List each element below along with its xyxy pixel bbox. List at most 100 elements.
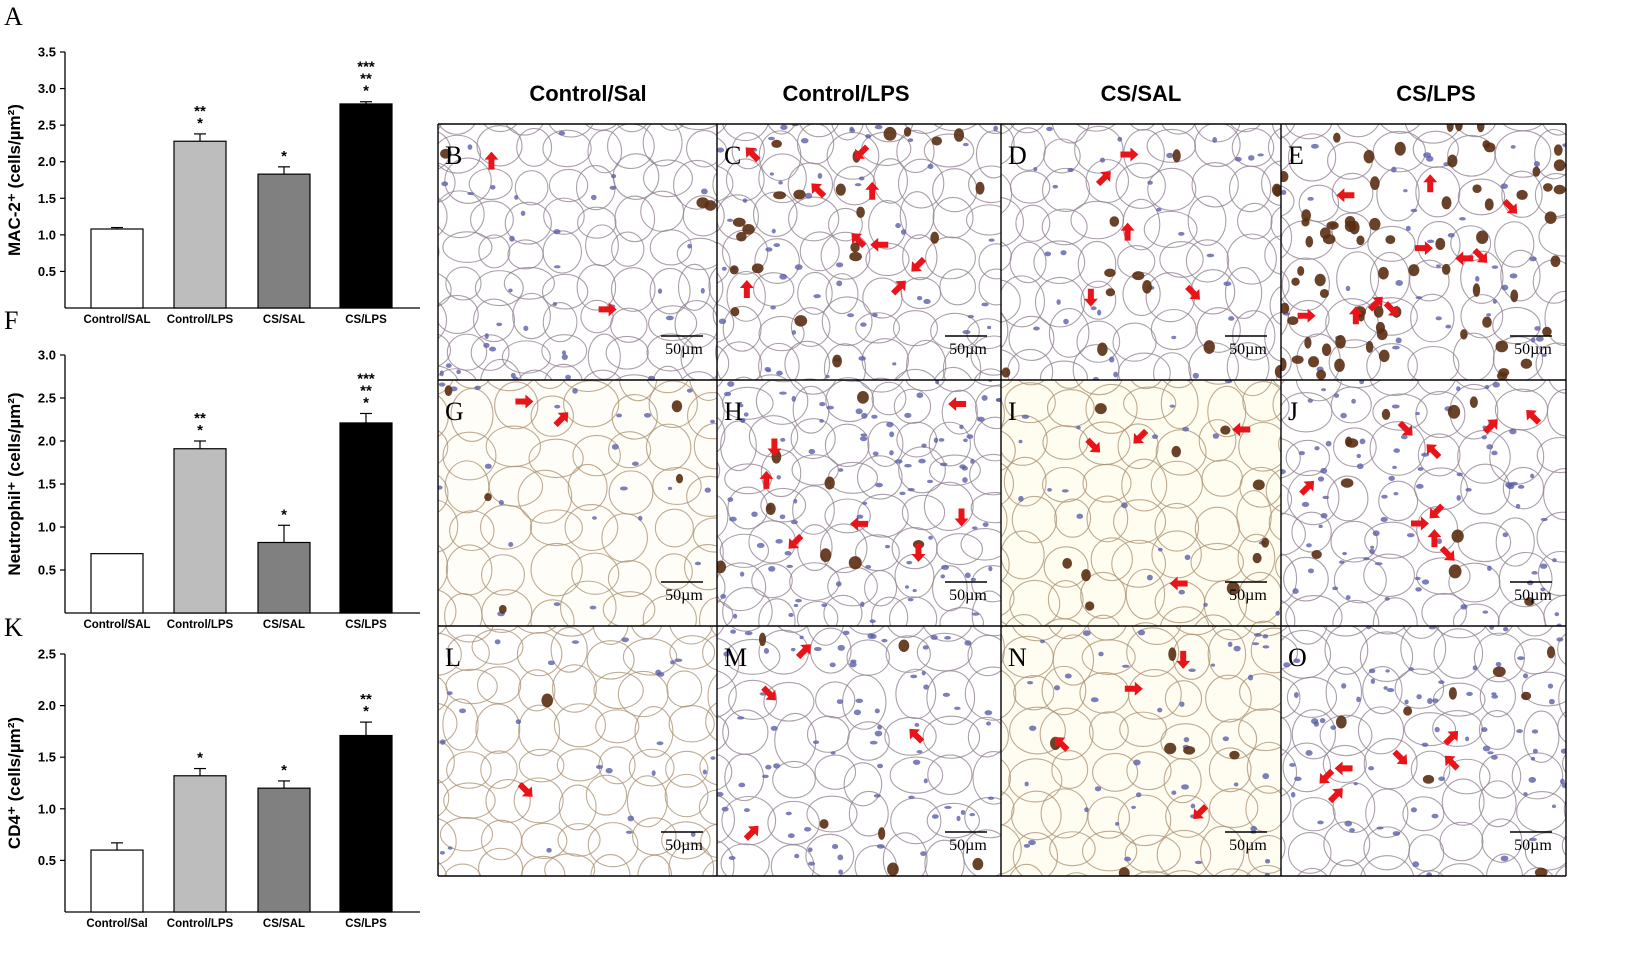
nucleus — [1353, 782, 1358, 786]
alveolar-wall — [438, 301, 448, 340]
alveolar-wall — [717, 460, 721, 481]
nucleus — [690, 831, 696, 837]
tissue-texture — [438, 380, 717, 626]
nucleus — [553, 265, 561, 269]
nucleus — [721, 806, 729, 812]
bar — [339, 103, 393, 309]
nucleus — [793, 603, 799, 608]
alveolar-wall — [542, 302, 578, 343]
stained-cell — [1261, 537, 1270, 548]
nucleus — [1540, 587, 1546, 592]
alveolar-wall — [1001, 530, 1045, 580]
alveolar-wall — [669, 635, 716, 670]
arrow-shape — [1085, 437, 1101, 453]
alveolar-wall — [474, 270, 524, 307]
nucleus — [1257, 153, 1264, 157]
nucleus — [611, 443, 619, 450]
nucleus — [1319, 717, 1326, 724]
stained-cell — [1543, 183, 1553, 192]
alveolar-wall — [1287, 133, 1337, 182]
micrograph-background — [717, 380, 1001, 626]
alveolar-wall — [1404, 124, 1462, 144]
alveolar-wall — [873, 158, 908, 204]
alveolar-wall — [482, 124, 518, 133]
stained-cell — [903, 126, 912, 137]
significance-marker: * — [363, 703, 369, 720]
arrow-shape — [1443, 730, 1459, 746]
nucleus — [651, 770, 656, 776]
alveolar-wall — [1362, 666, 1403, 715]
alveolar-wall — [901, 494, 946, 531]
alveolar-wall — [514, 170, 549, 206]
nucleus — [944, 805, 952, 809]
nucleus — [1380, 516, 1388, 523]
nucleus — [483, 342, 490, 348]
stained-cell — [1534, 867, 1548, 876]
alveolar-wall — [1478, 709, 1516, 750]
tissue-texture — [717, 380, 1001, 626]
stained-cell — [1132, 271, 1145, 281]
alveolar-wall — [1286, 676, 1338, 718]
alveolar-wall — [848, 790, 889, 837]
alveolar-wall — [1001, 430, 1016, 471]
stained-cell — [883, 126, 897, 141]
nucleus — [1094, 786, 1102, 792]
stained-cell — [1287, 316, 1299, 325]
stained-cell — [832, 354, 842, 368]
alveolar-wall — [717, 794, 736, 844]
arrow-shape — [948, 396, 967, 411]
significance-marker: * — [281, 148, 287, 165]
nucleus — [1416, 694, 1422, 700]
stained-cell — [1520, 358, 1533, 369]
alveolar-wall — [564, 504, 619, 552]
alveolar-wall — [1126, 751, 1172, 791]
significance-marker: ** — [360, 691, 372, 708]
alveolar-wall — [1268, 503, 1281, 541]
nucleus — [509, 235, 515, 242]
nucleus — [1223, 281, 1232, 287]
alveolar-wall — [893, 368, 937, 380]
alveolar-wall — [1015, 204, 1051, 242]
nucleus — [595, 764, 603, 770]
arrow-marker — [891, 280, 906, 296]
nucleus — [870, 633, 877, 639]
alveolar-wall — [1242, 381, 1281, 422]
alveolar-wall — [882, 832, 928, 876]
alveolar-wall — [1087, 796, 1131, 839]
arrow-shape — [1120, 222, 1135, 241]
nucleus — [1117, 136, 1123, 142]
alveolar-wall — [1285, 595, 1343, 626]
arrow-shape — [1297, 308, 1316, 323]
nucleus — [1415, 587, 1422, 592]
nucleus — [1248, 155, 1255, 161]
nucleus — [1489, 626, 1494, 630]
alveolar-wall — [1443, 758, 1491, 795]
nucleus — [860, 322, 867, 327]
alveolar-wall — [1190, 542, 1244, 582]
alveolar-wall — [717, 494, 729, 538]
alveolar-wall — [1052, 634, 1095, 686]
nucleus — [779, 273, 788, 280]
nucleus — [874, 124, 883, 130]
alveolar-wall — [936, 533, 984, 566]
alveolar-wall — [665, 750, 709, 788]
y-axis-label: Neutrophil⁺ (cells/µm²) — [5, 392, 24, 575]
stained-cell — [1109, 216, 1120, 227]
alveolar-wall — [1421, 592, 1467, 626]
alveolar-wall — [924, 839, 965, 876]
nucleus — [496, 322, 503, 327]
alveolar-wall — [1194, 124, 1241, 168]
significance-marker: ** — [360, 71, 372, 88]
alveolar-wall — [865, 124, 914, 143]
nucleus — [1421, 742, 1429, 747]
alveolar-wall — [1229, 124, 1261, 133]
nucleus — [1366, 626, 1372, 630]
alveolar-wall — [1295, 380, 1343, 402]
alveolar-wall — [438, 294, 479, 335]
nucleus — [520, 210, 526, 216]
alveolar-wall — [1394, 668, 1445, 709]
arrow-marker — [851, 233, 867, 249]
nucleus — [1530, 473, 1535, 479]
